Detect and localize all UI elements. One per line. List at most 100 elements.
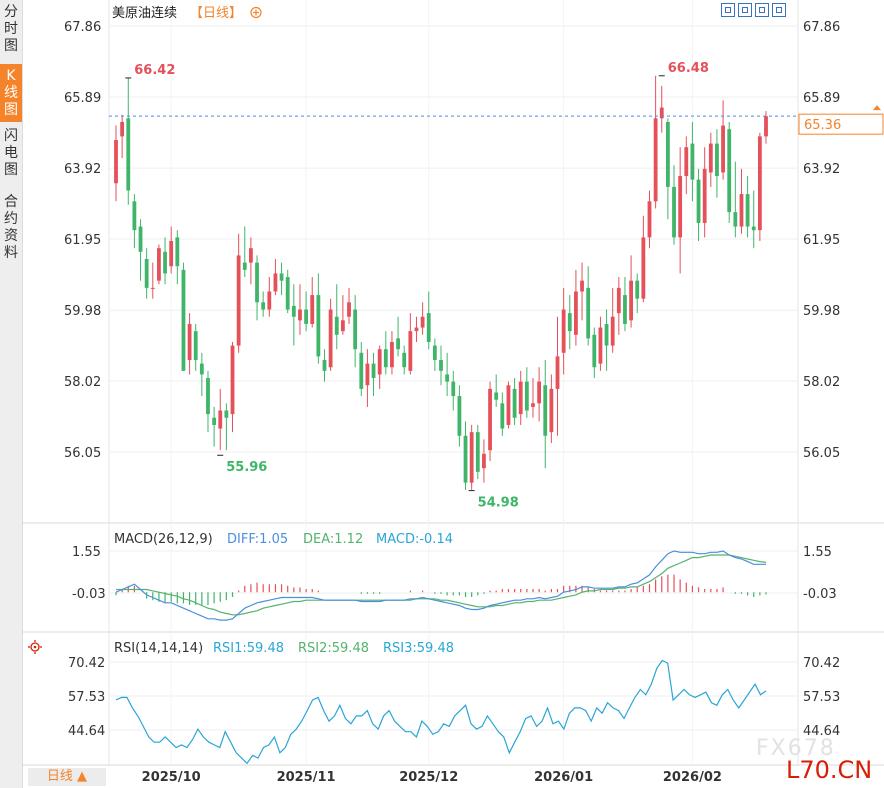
candle-body <box>690 143 695 180</box>
price-tick-right: 58.02 <box>803 375 840 390</box>
tab-kline[interactable]: K线图 <box>0 64 22 122</box>
candle-body <box>334 316 339 335</box>
rsi-line <box>115 659 767 765</box>
x-axis-labels: 2025/10 2025/11 2025/12 2026/01 2026/02 <box>142 770 722 785</box>
candle-body <box>310 295 315 324</box>
rsi-settings-icon[interactable] <box>28 640 42 654</box>
candle-body <box>764 116 768 137</box>
x-tick-label: 2025/10 <box>142 770 201 785</box>
price-tick-left: 67.86 <box>64 20 101 35</box>
tab-flash[interactable]: 闪电图 <box>4 128 18 178</box>
candle-body <box>408 331 413 371</box>
macd-tick-left: -0.03 <box>72 587 106 602</box>
candle-body <box>377 349 382 375</box>
price-annotations: 66.42 55.96 54.98 66.48 <box>125 61 709 511</box>
candle-body <box>733 212 738 227</box>
plus-circle-icon[interactable] <box>250 6 262 19</box>
x-tick-label: 2025/12 <box>399 770 458 785</box>
candle-body <box>561 309 566 353</box>
candle-body <box>420 316 425 328</box>
chart-toolbar <box>721 2 789 21</box>
candle-body <box>586 287 591 339</box>
candle-body <box>537 381 542 404</box>
candle-body <box>322 360 327 371</box>
candle-body <box>659 107 664 119</box>
x-tick-label: 2026/01 <box>534 770 593 785</box>
candle-body <box>751 226 756 231</box>
period-tag[interactable]: 【日线】 <box>190 6 242 21</box>
macd-tick-right: 1.55 <box>803 545 832 560</box>
candle-body <box>635 280 640 299</box>
candle-body <box>494 392 499 400</box>
price-tick-right: 67.86 <box>803 20 840 35</box>
candle-body <box>512 388 517 418</box>
candle-body <box>396 338 400 350</box>
candle-body <box>616 287 621 314</box>
candle-body <box>549 388 554 433</box>
candle-body <box>236 255 241 346</box>
candle-body <box>144 259 149 288</box>
candle-body <box>298 309 302 321</box>
candle-body <box>543 385 548 436</box>
zoom-in-icon[interactable] <box>721 3 735 17</box>
candle-body <box>451 381 456 397</box>
watermark-site: L70.CN <box>786 756 873 784</box>
macd-legend-diff: DIFF:1.05 <box>227 532 288 547</box>
candle-body <box>629 280 633 321</box>
candle-body <box>365 363 370 386</box>
candle-body <box>482 453 486 469</box>
candle-body <box>604 323 609 346</box>
candle-body <box>383 349 388 368</box>
candle-body <box>273 273 278 292</box>
candle-body <box>212 417 217 425</box>
tab-contract-info[interactable]: 合约资料 <box>4 194 18 261</box>
period-selector[interactable]: 日线 ▲ <box>28 768 106 786</box>
candle-body <box>199 363 204 375</box>
price-tick-left: 61.95 <box>64 233 101 248</box>
candle-body <box>715 143 719 177</box>
step-right-icon[interactable] <box>772 3 786 17</box>
candle-body <box>531 403 535 407</box>
step-left-icon[interactable] <box>755 3 769 17</box>
candle-body <box>684 147 689 177</box>
candle-body <box>285 277 290 310</box>
candle-body <box>193 331 198 361</box>
candle-body <box>181 269 186 371</box>
candle-body <box>598 327 603 364</box>
price-tick-left: 58.02 <box>64 375 101 390</box>
macd-legend-macd: MACD:-0.14 <box>376 532 453 547</box>
candle-body <box>445 374 450 382</box>
candle-body <box>242 262 247 270</box>
candle-body <box>249 248 253 263</box>
candle-body <box>340 320 345 332</box>
zoom-out-icon[interactable] <box>738 3 752 17</box>
candle-body <box>469 432 474 483</box>
side-tab-bar: 分时图 K线图 闪电图 合约资料 <box>0 0 23 788</box>
candle-body <box>255 262 259 303</box>
candle-body <box>727 129 732 213</box>
candle-body <box>132 201 137 231</box>
candle-body <box>500 403 505 429</box>
candle-body <box>574 291 578 335</box>
candle-body <box>592 334 597 368</box>
rsi-tick-right: 44.64 <box>803 724 840 739</box>
price-tick-left: 63.92 <box>64 162 101 177</box>
candle-body <box>518 381 523 415</box>
candle-body <box>702 168 707 223</box>
candle-body <box>432 345 437 361</box>
rsi-tick-right: 57.53 <box>803 690 840 705</box>
candle-body <box>371 363 376 379</box>
candle-body <box>506 385 511 425</box>
price-tick-right: 65.89 <box>803 91 840 106</box>
candle-body <box>114 139 118 184</box>
candle-body <box>439 360 443 371</box>
candle-body <box>524 381 529 411</box>
price-candles <box>114 75 768 490</box>
candle-body <box>739 194 744 227</box>
tab-time-sharing[interactable]: 分时图 <box>4 4 18 54</box>
price-tick-right: 59.98 <box>803 304 840 319</box>
candle-body <box>291 305 296 317</box>
candle-body <box>138 226 143 252</box>
rsi-legend-1: RSI1:59.48 <box>213 641 284 656</box>
candle-body <box>580 280 584 292</box>
